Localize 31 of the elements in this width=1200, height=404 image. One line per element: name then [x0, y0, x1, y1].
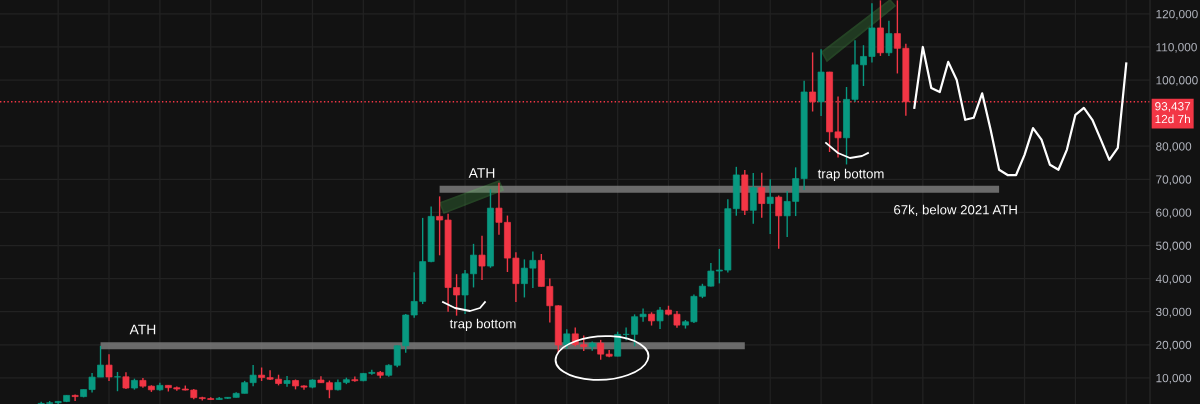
candlestick: [71, 393, 79, 402]
candlestick: [656, 306, 664, 330]
candlestick: [105, 353, 113, 382]
y-tick-label: 70,000: [1156, 175, 1192, 186]
y-tick-label: 120,000: [1156, 9, 1198, 20]
ref-line-label: 93,437 12d 7h: [1155, 102, 1191, 124]
candlestick: [885, 20, 893, 57]
y-tick-label: 100,000: [1156, 76, 1198, 86]
candlestick: [809, 51, 817, 113]
series-label: ATH: [129, 324, 156, 335]
y-tick-label: 50,000: [1156, 241, 1192, 252]
candlestick: [758, 172, 766, 219]
y-tick-label: 80,000: [1156, 142, 1192, 153]
candlestick: [478, 235, 486, 281]
candlestick: [283, 375, 291, 388]
y-tick-label: 10,000: [1156, 373, 1192, 384]
line-series: [913, 45, 1128, 177]
annotation: trap bottom: [449, 318, 516, 331]
candlestick: [114, 371, 121, 392]
annotation: 67k, below 2021 ATH: [894, 204, 1017, 216]
candlestick: [766, 178, 774, 235]
y-tick-label: 40,000: [1155, 274, 1192, 285]
candlestick: [563, 328, 571, 350]
candlestick: [749, 172, 757, 225]
y-tick-label: 110,000: [1156, 43, 1197, 53]
y-tick-label: 20,000: [1156, 340, 1192, 351]
y-tick-label: 30,000: [1156, 307, 1192, 318]
y-tick-label: 60,000: [1156, 208, 1192, 219]
annotation: trap bottom: [817, 168, 884, 182]
series-label: ATH: [468, 168, 495, 178]
candlestick: [775, 194, 783, 250]
